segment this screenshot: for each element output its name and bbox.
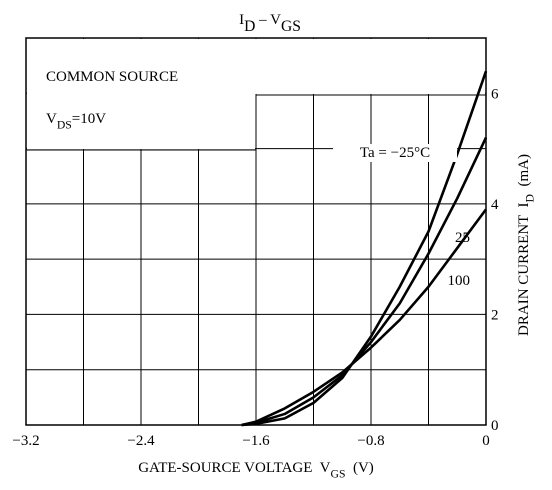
subscript: D <box>523 194 536 202</box>
curve <box>241 208 488 427</box>
rich-text: VDS=10V <box>46 111 106 131</box>
rich-text: COMMON SOURCE <box>46 69 178 85</box>
text-part: DRAIN CURRENT I <box>516 202 532 335</box>
x-tick-label: −3.2 <box>12 433 39 449</box>
curves <box>241 70 488 427</box>
text-part: I <box>239 12 244 28</box>
rich-text: GATE-SOURCE VOLTAGE VGS (V) <box>138 460 374 480</box>
y-tick-label: 6 <box>491 86 499 102</box>
subscript: GS <box>331 467 346 480</box>
rich-text: DRAIN CURRENT ID (mA) <box>516 154 536 336</box>
x-tick-label: 0 <box>482 433 490 449</box>
rich-text: ID – VGS <box>239 12 301 35</box>
text-part: V <box>46 111 57 127</box>
x-tick-label: −1.6 <box>242 433 270 449</box>
text-part: V <box>270 12 281 28</box>
subscript: D <box>244 18 255 35</box>
series-label: Ta = −25°C <box>360 145 430 161</box>
text-part: GATE-SOURCE VOLTAGE V <box>138 460 330 476</box>
legend-box <box>27 39 255 149</box>
label-bg <box>333 144 457 162</box>
text-part: (mA) <box>516 154 532 194</box>
y-tick-label: 4 <box>491 197 499 213</box>
text-part: COMMON SOURCE <box>46 69 178 85</box>
y-tick-label: 2 <box>491 307 499 323</box>
text-part: – <box>255 12 270 28</box>
text-part: =10V <box>72 111 106 127</box>
subscript: GS <box>281 18 301 35</box>
subscript: DS <box>57 118 72 131</box>
text-part: (V) <box>345 460 373 476</box>
series-label: 25 <box>455 230 470 246</box>
x-tick-label: −0.8 <box>357 433 384 449</box>
x-tick-label: −2.4 <box>127 433 155 449</box>
y-tick-label: 0 <box>491 418 499 434</box>
series-label: 100 <box>448 273 471 289</box>
